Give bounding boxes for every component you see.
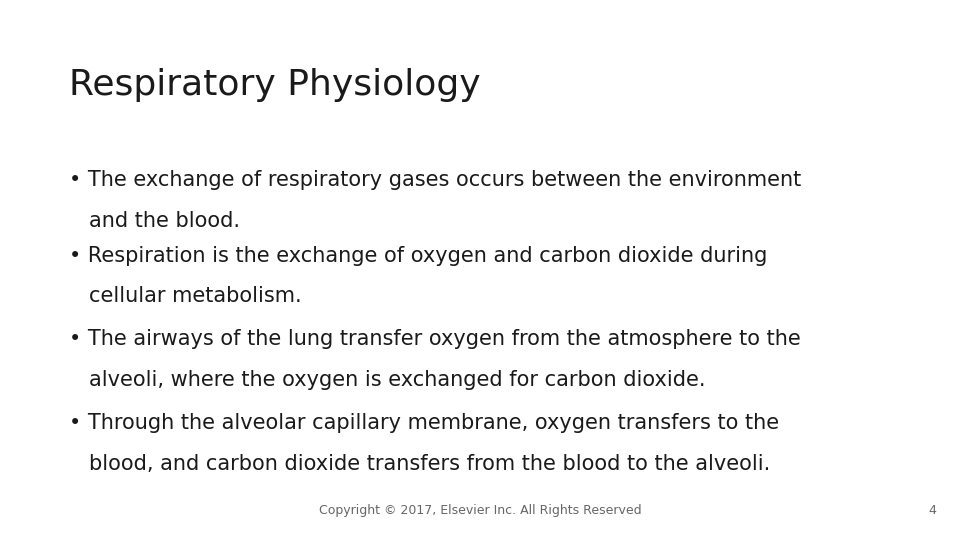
Text: alveoli, where the oxygen is exchanged for carbon dioxide.: alveoli, where the oxygen is exchanged f… — [89, 370, 706, 390]
Text: • The airways of the lung transfer oxygen from the atmosphere to the: • The airways of the lung transfer oxyge… — [69, 329, 801, 349]
Text: • Through the alveolar capillary membrane, oxygen transfers to the: • Through the alveolar capillary membran… — [69, 413, 780, 433]
Text: 4: 4 — [928, 504, 936, 517]
Text: cellular metabolism.: cellular metabolism. — [89, 286, 301, 306]
Text: and the blood.: and the blood. — [89, 211, 240, 231]
Text: blood, and carbon dioxide transfers from the blood to the alveoli.: blood, and carbon dioxide transfers from… — [89, 454, 771, 474]
Text: Respiratory Physiology: Respiratory Physiology — [69, 68, 481, 102]
Text: • The exchange of respiratory gases occurs between the environment: • The exchange of respiratory gases occu… — [69, 170, 802, 190]
Text: Copyright © 2017, Elsevier Inc. All Rights Reserved: Copyright © 2017, Elsevier Inc. All Righ… — [319, 504, 641, 517]
Text: • Respiration is the exchange of oxygen and carbon dioxide during: • Respiration is the exchange of oxygen … — [69, 246, 767, 266]
